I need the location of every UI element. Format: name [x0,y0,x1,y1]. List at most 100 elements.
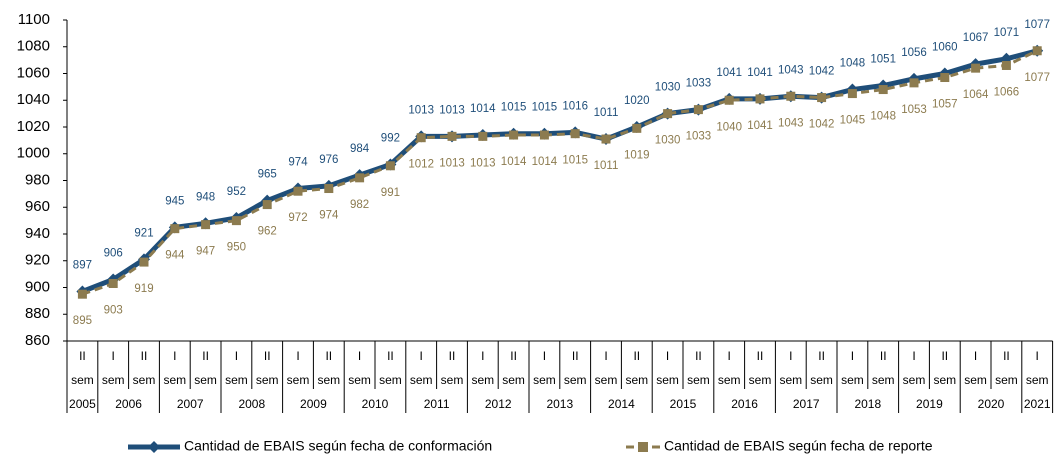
data-label: 1013 [470,157,496,169]
data-label: 965 [258,169,277,181]
data-label: 1071 [994,27,1020,39]
marker [632,123,642,133]
data-label: 1077 [1024,72,1050,84]
data-label: 948 [196,191,215,203]
series-line [81,49,1038,296]
x-tick-label: I [481,349,484,363]
x-tick-sublabel: sem [656,373,679,387]
data-label: 1014 [501,156,527,168]
group-label: 2018 [854,397,881,411]
x-tick-sublabel: sem [995,373,1018,387]
y-tick-label: 1020 [17,118,50,135]
x-tick-label: II [510,349,517,363]
x-tick-label: I [974,349,977,363]
group-label: 2010 [362,397,389,411]
data-label: 1041 [716,67,742,79]
group-label: 2007 [177,397,204,411]
marker [971,63,981,73]
x-tick-sublabel: sem [718,373,741,387]
x-tick-label: I [358,349,361,363]
data-label: 1043 [778,117,804,129]
data-label: 1019 [624,149,650,161]
data-label: 895 [73,315,92,327]
x-tick-sublabel: sem [133,373,156,387]
group-label: 2009 [300,397,327,411]
data-label: 952 [227,186,246,198]
x-tick-label: II [880,349,887,363]
y-tick-label: 880 [25,305,50,322]
x-tick-sublabel: sem [564,373,587,387]
data-label: 1048 [870,111,896,123]
marker [293,186,303,196]
y-tick-label: 960 [25,198,50,215]
marker [940,73,950,83]
data-label: 1033 [686,78,712,90]
x-tick-label: I [420,349,423,363]
x-tick-label: II [757,349,764,363]
marker [693,105,703,115]
group-label: 2011 [424,397,450,411]
x-tick-label: II [264,349,271,363]
x-tick-label: I [112,349,115,363]
x-tick-sublabel: sem [595,373,618,387]
marker [324,184,334,194]
x-tick-sublabel: sem [71,373,94,387]
x-tick-sublabel: sem [964,373,987,387]
x-tick-label: I [173,349,176,363]
marker [447,131,457,141]
marker [878,85,888,95]
marker [786,91,796,101]
marker [663,109,673,119]
x-tick-label: II [325,349,332,363]
marker [539,130,549,140]
data-label: 1051 [870,54,896,66]
x-tick-label: I [1036,349,1039,363]
data-label: 1014 [470,103,496,115]
marker [262,200,272,210]
data-label: 1064 [963,89,989,101]
data-label: 1042 [809,66,835,78]
x-tick-label: II [695,349,702,363]
group-label: 2020 [978,397,1005,411]
marker [139,257,149,267]
data-label: 1011 [594,107,619,119]
x-tick-sublabel: sem [810,373,833,387]
x-tick-label: I [235,349,238,363]
data-label: 1015 [501,102,527,114]
x-tick-label: I [604,349,607,363]
x-tick-label: II [572,349,579,363]
data-label: 1013 [439,104,465,116]
x-tick-label: II [79,349,86,363]
data-label: 1030 [655,82,681,94]
legend-marker [148,441,160,453]
y-tick-label: 980 [25,171,50,188]
data-label: 984 [350,143,370,155]
group-label: 2019 [916,397,943,411]
data-label: 1077 [1024,19,1050,31]
x-tick-sublabel: sem [471,373,494,387]
x-tick-sublabel: sem [410,373,433,387]
marker [755,94,765,104]
x-tick-label: I [851,349,854,363]
data-label: 919 [134,283,153,295]
x-tick-sublabel: sem [163,373,186,387]
data-label: 1057 [932,99,958,111]
x-tick-sublabel: sem [256,373,279,387]
x-tick-label: II [941,349,948,363]
marker [1032,46,1042,56]
data-label: 1015 [562,155,588,167]
y-tick-label: 900 [25,278,50,295]
data-label: 974 [288,157,308,169]
data-label: 947 [196,246,215,258]
data-label: 1012 [408,159,434,171]
marker [416,133,426,143]
y-tick-label: 1080 [17,38,50,55]
x-tick-sublabel: sem [194,373,217,387]
marker [231,216,241,226]
data-label: 1060 [932,42,958,54]
x-tick-sublabel: sem [841,373,864,387]
marker [847,89,857,99]
y-tick-label: 940 [25,225,50,242]
data-label: 945 [165,195,184,207]
marker [355,173,365,183]
